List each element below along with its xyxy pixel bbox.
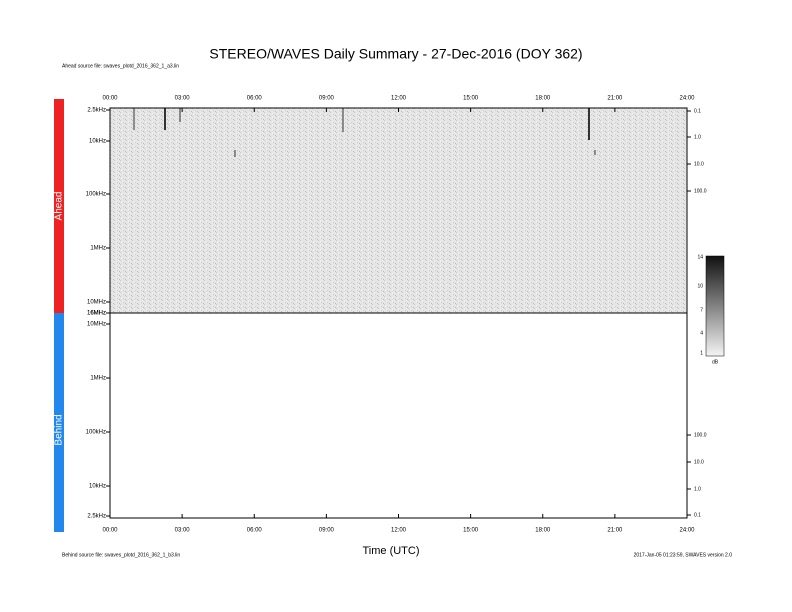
- y2-tick-label: 10.0: [694, 161, 704, 167]
- y-tick-label: 10MHz: [87, 322, 106, 328]
- bursts: [133, 108, 596, 157]
- x-axis-label: Time (UTC): [362, 545, 419, 557]
- y2-tick-label: 0.1: [694, 108, 701, 114]
- y-tick-label: 10kHz: [89, 139, 106, 145]
- y2-tick-label: 100.0: [694, 432, 707, 438]
- y-tick-label: 16MHz: [87, 311, 106, 317]
- x-tick-label-bottom: 24:00: [679, 528, 695, 534]
- version: 2017-Jan-05 01:23:59, SWAVES version 2.0: [634, 552, 733, 558]
- colorbar-tick-label: 7: [700, 307, 703, 313]
- y2-tick-label: 100.0: [694, 188, 707, 194]
- x-tick-label-top: 12:00: [391, 96, 407, 102]
- x-tick-label-top: 18:00: [535, 96, 551, 102]
- title: STEREO/WAVES Daily Summary - 27-Dec-2016…: [209, 46, 582, 62]
- colorbar-tick-label: 1: [700, 350, 703, 356]
- ahead-bar: [54, 99, 64, 313]
- y-tick-label: 100kHz: [86, 430, 106, 436]
- y2-tick-label: 0.1: [694, 512, 701, 518]
- source-behind: Behind source file: swaves_plotd_2016_36…: [62, 552, 180, 558]
- y-tick-label: 1MHz: [90, 376, 106, 382]
- x-tick-label-bottom: 09:00: [319, 528, 335, 534]
- x-tick-label-bottom: 06:00: [247, 528, 263, 534]
- x-tick-label-top: 06:00: [247, 96, 263, 102]
- y2-tick-label: 10.0: [694, 459, 704, 465]
- y-tick-label: 10MHz: [87, 300, 106, 306]
- colorbar-tick-label: 4: [700, 330, 703, 336]
- source-ahead: Ahead source file: swaves_plotd_2016_362…: [62, 63, 179, 69]
- x-tick-label-top: 09:00: [319, 96, 335, 102]
- x-tick-label-bottom: 15:00: [463, 528, 479, 534]
- x-tick-label-bottom: 03:00: [175, 528, 191, 534]
- x-tick-label-top: 00:00: [102, 96, 118, 102]
- colorbar-tick-label: 10: [697, 283, 703, 289]
- y-tick-label: 2.5kHz: [87, 108, 106, 114]
- colorbar-unit: dB: [712, 359, 719, 365]
- colorbar: [705, 255, 725, 357]
- x-tick-label-top: 03:00: [175, 96, 191, 102]
- x-tick-label-bottom: 21:00: [607, 528, 623, 534]
- y-tick-label: 10kHz: [89, 484, 106, 490]
- y-tick-label: 16MHz: [87, 311, 106, 317]
- x-tick-label-bottom: 00:00: [102, 528, 118, 534]
- behind-label: Behind: [54, 414, 65, 445]
- y-tick-label: 100kHz: [86, 192, 106, 198]
- ahead-spectrogram: [110, 108, 687, 313]
- ahead-label: Ahead: [54, 192, 65, 221]
- y2-tick-label: 1.0: [694, 486, 701, 492]
- y2-tick-label: 1.0: [694, 134, 701, 140]
- x-tick-label-bottom: 18:00: [535, 528, 551, 534]
- x-tick-label-bottom: 12:00: [391, 528, 407, 534]
- x-tick-label-top: 21:00: [607, 96, 623, 102]
- x-tick-label-top: 24:00: [679, 96, 695, 102]
- behind-bar: [54, 313, 64, 532]
- colorbar-tick-label: 14: [697, 254, 703, 260]
- y-tick-label: 2.5kHz: [87, 514, 106, 520]
- y-tick-label: 1MHz: [90, 246, 106, 252]
- x-tick-label-top: 15:00: [463, 96, 479, 102]
